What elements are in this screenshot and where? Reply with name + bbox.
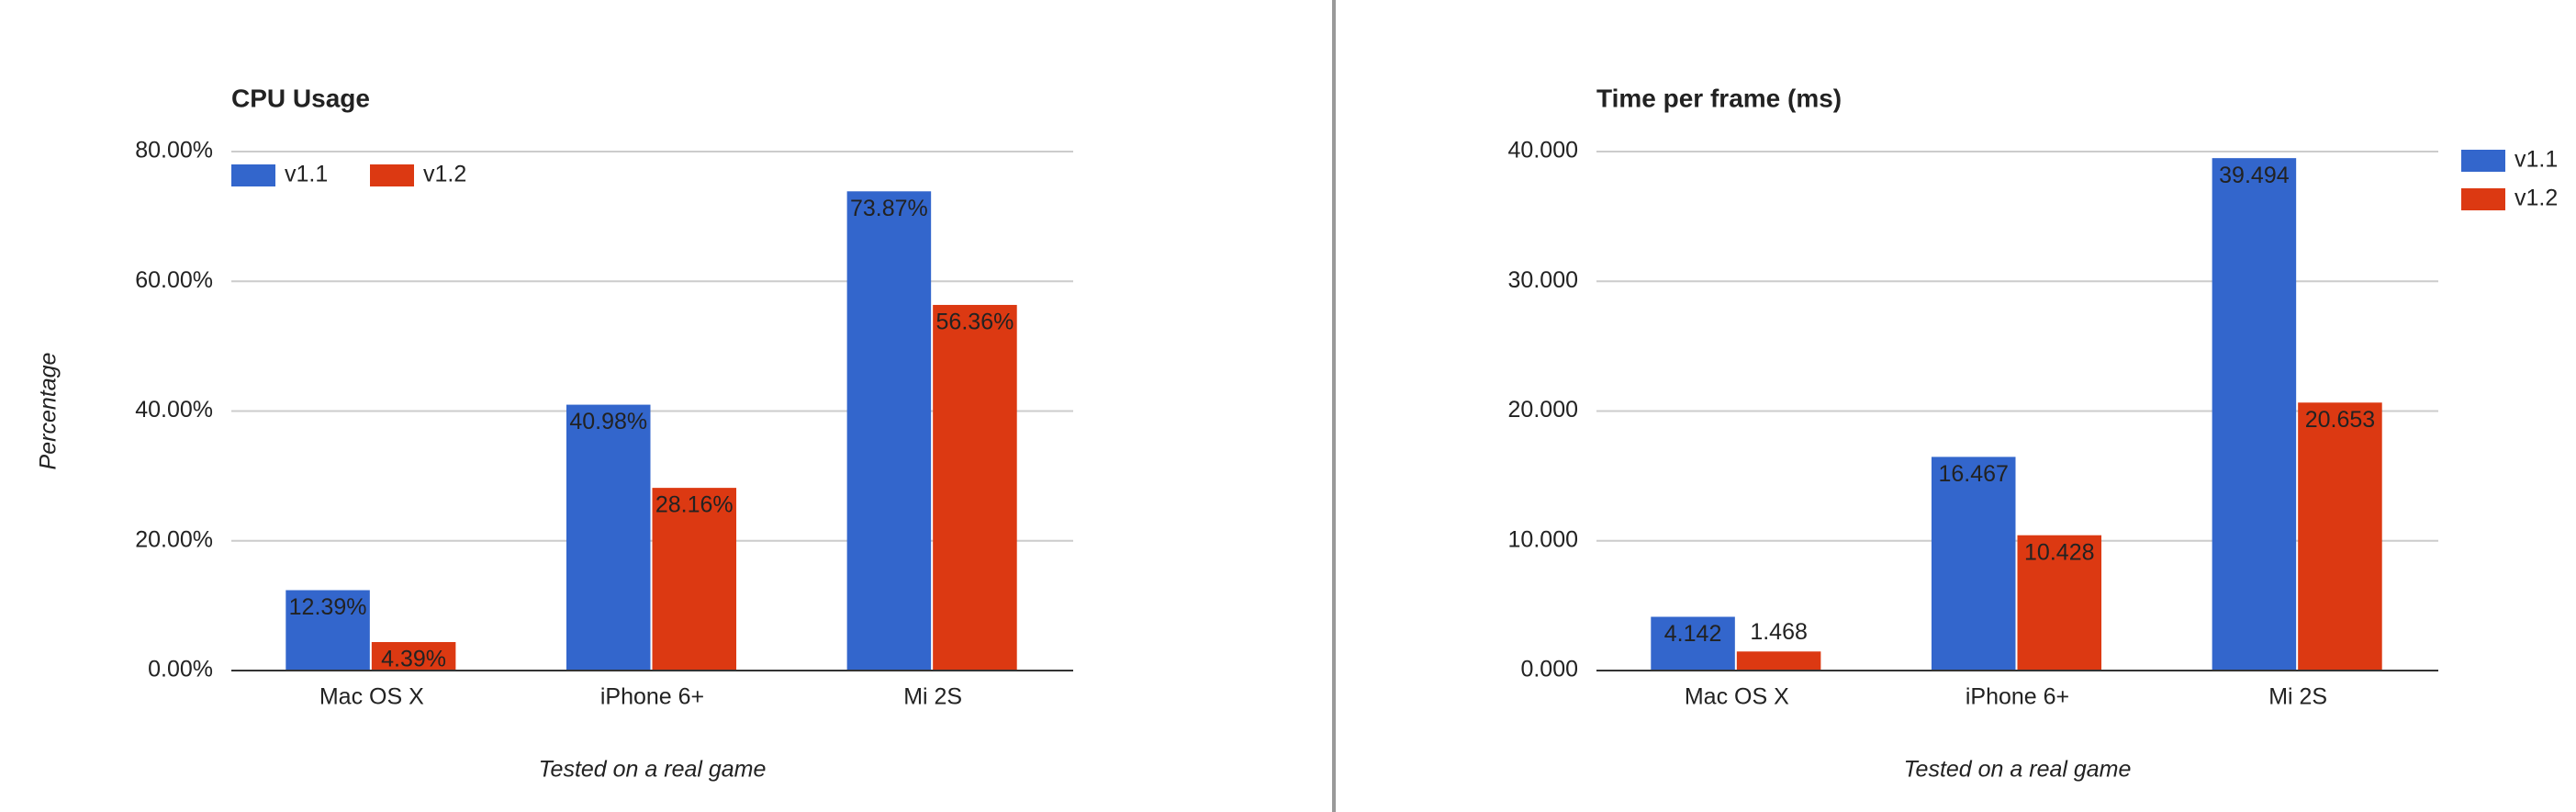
y-tick-label: 20.00% <box>135 526 213 552</box>
bar <box>2017 535 2102 671</box>
bar <box>846 191 932 671</box>
data-label: 39.494 <box>2219 163 2290 188</box>
y-tick-label: 40.00% <box>135 397 213 423</box>
legend-swatch <box>370 164 414 186</box>
x-tick-label: Mi 2S <box>903 684 962 710</box>
bar <box>933 304 1017 671</box>
data-label: 20.653 <box>2305 407 2375 433</box>
bar <box>2212 158 2297 671</box>
x-axis-label: Tested on a real game <box>539 757 767 783</box>
bar <box>1736 651 1821 671</box>
y-tick-label: 60.00% <box>135 267 213 293</box>
x-tick-label: Mi 2S <box>2268 684 2327 710</box>
data-label: 4.142 <box>1664 621 1722 647</box>
data-label: 56.36% <box>936 310 1014 335</box>
chart-title: Time per frame (ms) <box>1596 84 1842 112</box>
y-tick-label: 20.000 <box>1508 397 1578 423</box>
data-label: 73.87% <box>850 196 928 221</box>
y-tick-label: 0.000 <box>1520 657 1578 682</box>
chart-title: CPU Usage <box>231 84 370 112</box>
data-label: 28.16% <box>655 492 734 518</box>
legend-swatch <box>231 164 275 186</box>
data-label: 1.468 <box>1750 619 1808 645</box>
legend-label: v1.2 <box>423 162 466 187</box>
data-label: 16.467 <box>1938 461 2008 487</box>
y-tick-label: 30.000 <box>1508 267 1578 293</box>
data-label: 40.98% <box>569 409 647 434</box>
data-label: 12.39% <box>289 594 367 620</box>
y-tick-label: 80.00% <box>135 138 213 164</box>
bar <box>2298 402 2382 671</box>
bar <box>1931 457 2016 671</box>
data-label: 10.428 <box>2024 539 2094 565</box>
legend-swatch <box>2461 188 2505 210</box>
bar <box>371 641 456 671</box>
legend-swatch <box>2461 150 2505 172</box>
bar <box>566 404 651 671</box>
x-tick-label: iPhone 6+ <box>600 684 704 710</box>
x-tick-label: Mac OS X <box>319 684 424 710</box>
x-tick-label: iPhone 6+ <box>1966 684 2069 710</box>
bar <box>652 488 737 671</box>
bar <box>1651 616 1735 671</box>
x-axis-label: Tested on a real game <box>1904 757 2132 783</box>
y-axis-label: Percentage <box>36 353 62 470</box>
y-tick-label: 40.000 <box>1508 138 1578 164</box>
legend-label: v1.2 <box>2514 186 2558 211</box>
data-label: 4.39% <box>381 647 446 672</box>
y-tick-label: 10.000 <box>1508 526 1578 552</box>
legend-label: v1.1 <box>2514 147 2558 173</box>
bar <box>286 590 370 671</box>
legend-label: v1.1 <box>285 162 328 187</box>
x-tick-label: Mac OS X <box>1685 684 1789 710</box>
y-tick-label: 0.00% <box>148 657 213 682</box>
